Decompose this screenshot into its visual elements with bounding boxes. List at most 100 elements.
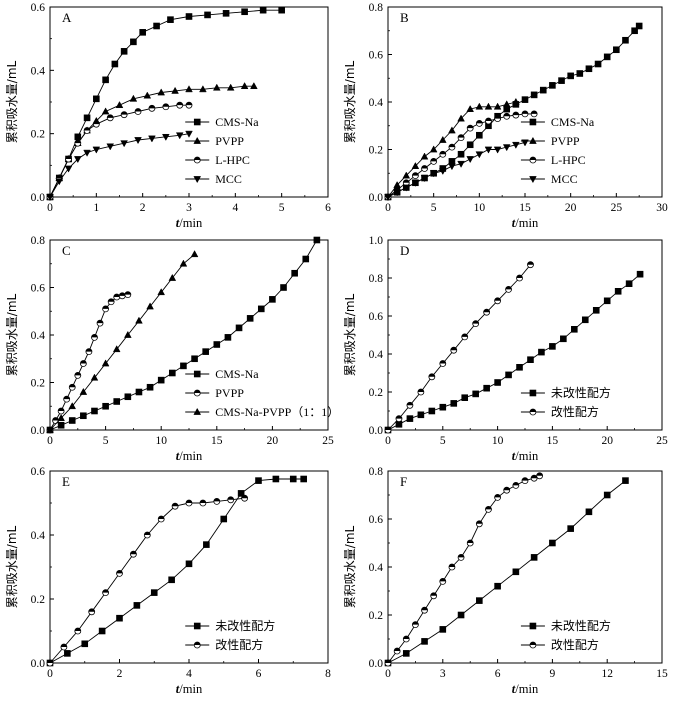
data-point: [622, 477, 629, 484]
data-point: [603, 53, 611, 61]
y-tick-label: 0.8: [369, 466, 384, 478]
x-tick-label: 5: [103, 435, 109, 447]
data-point: [512, 111, 520, 119]
data-point: [65, 155, 72, 163]
data-point: [505, 285, 512, 293]
data-point: [102, 589, 109, 596]
data-point: [516, 274, 523, 282]
data-point: [485, 117, 492, 125]
data-point: [457, 150, 465, 158]
y-axis-label: 累积吸水量/mL: [343, 60, 357, 143]
legend-label: 改性配方: [551, 637, 599, 652]
x-axis-label: t/min: [176, 682, 203, 696]
y-tick-label: 0.4: [31, 65, 46, 77]
data-point: [157, 515, 165, 523]
data-point: [81, 640, 89, 648]
x-tick-label: 10: [492, 435, 504, 447]
y-axis-label: 累积吸水量/mL: [5, 525, 19, 608]
data-point: [439, 403, 447, 411]
x-tick-label: 12: [601, 668, 613, 680]
data-point: [102, 402, 109, 410]
data-point: [106, 114, 114, 122]
y-tick-label: 0.0: [369, 192, 384, 204]
data-point: [102, 76, 109, 84]
data-point: [107, 298, 115, 306]
data-point: [527, 356, 534, 364]
data-point: [213, 497, 221, 505]
data-point: [213, 341, 221, 348]
x-tick-label: 15: [211, 435, 223, 447]
legend-item: 改性配方: [520, 404, 599, 419]
legend-marker: [193, 156, 201, 164]
data-point: [420, 152, 429, 160]
y-tick-label: 0.4: [31, 530, 46, 542]
data-point: [185, 130, 193, 138]
data-point: [113, 293, 121, 301]
data-point: [494, 115, 502, 123]
x-tick-label: 4: [232, 202, 238, 214]
data-point: [406, 415, 414, 422]
data-point: [527, 261, 534, 269]
y-tick-label: 0.8: [31, 235, 46, 247]
x-tick-label: 15: [656, 668, 668, 680]
panel-label: F: [400, 474, 407, 489]
data-point: [421, 606, 428, 614]
data-point: [475, 119, 483, 127]
x-tick-label: 5: [440, 435, 446, 447]
legend-label: CMS-Na: [215, 115, 259, 129]
data-point: [175, 132, 184, 140]
legend: CMS-Na PVPP L-HPC MCC: [185, 115, 259, 186]
y-tick-label: 0.6: [369, 514, 384, 526]
data-point: [167, 16, 174, 23]
x-tick-label: 25: [611, 202, 623, 214]
data-point: [203, 541, 210, 548]
data-point: [530, 110, 538, 118]
data-point: [567, 525, 574, 532]
data-point: [581, 316, 589, 324]
data-point: [92, 120, 100, 128]
y-tick-label: 1.0: [369, 235, 384, 247]
data-point: [402, 171, 411, 179]
series-line: [49, 104, 189, 198]
data-point: [395, 415, 403, 423]
data-point: [74, 371, 82, 379]
y-tick-label: 0.0: [369, 425, 384, 437]
data-point: [420, 175, 429, 183]
data-point: [502, 144, 511, 152]
data-point: [133, 602, 141, 609]
series-2: [384, 261, 534, 434]
data-point: [594, 60, 602, 68]
data-point: [101, 107, 110, 115]
plot-frame: [49, 239, 329, 431]
legend-item: 改性配方: [185, 637, 263, 652]
x-tick-label: 20: [565, 202, 577, 214]
legend-item: MCC: [520, 172, 578, 186]
data-point: [625, 280, 633, 288]
series-1: [46, 236, 321, 434]
data-point: [631, 27, 638, 35]
legend-marker: [193, 641, 201, 649]
panel-label: E: [62, 474, 70, 489]
panel-label: B: [400, 10, 409, 25]
y-tick-label: 0.6: [31, 2, 46, 14]
data-point: [115, 101, 124, 109]
legend-marker: [193, 407, 202, 415]
data-point: [430, 592, 438, 600]
data-point: [46, 659, 54, 667]
data-point: [113, 398, 121, 405]
data-point: [246, 315, 254, 322]
data-point: [278, 6, 285, 14]
y-tick-label: 0.8: [369, 273, 384, 285]
data-point: [120, 48, 128, 55]
data-point: [46, 194, 54, 202]
data-point: [512, 141, 520, 149]
data-point: [272, 475, 280, 483]
data-point: [60, 643, 68, 651]
data-point: [475, 151, 484, 159]
data-point: [179, 259, 188, 267]
data-point: [448, 143, 456, 151]
legend-label: L-HPC: [551, 153, 586, 167]
data-point: [411, 621, 419, 628]
data-point: [438, 135, 447, 143]
